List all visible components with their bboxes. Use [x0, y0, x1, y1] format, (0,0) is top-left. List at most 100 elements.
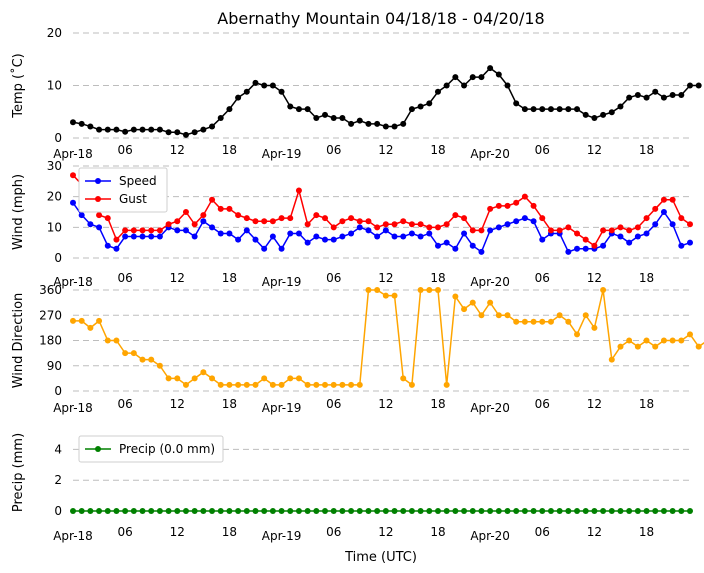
temp-data-point — [322, 111, 329, 118]
precip-data-point — [269, 508, 276, 514]
wind-xtick-label: Apr-20 — [470, 275, 510, 289]
temp-data-point — [330, 115, 337, 122]
wind-data-point — [591, 242, 598, 249]
wind-data-point — [209, 196, 216, 203]
wind-data-point — [96, 224, 103, 231]
dir-data-point — [217, 381, 224, 388]
dir-data-point — [434, 287, 441, 293]
wind-data-point — [452, 212, 459, 219]
temp-xtick-label: Apr-20 — [470, 147, 510, 161]
dir-data-point — [530, 318, 537, 325]
precip-data-point — [304, 508, 311, 514]
temp-xtick-label: 06 — [118, 143, 133, 157]
dir-data-point — [660, 337, 667, 344]
dir-data-point — [70, 317, 76, 324]
wind-data-point — [217, 205, 224, 212]
wind-data-point — [660, 196, 667, 203]
precip-data-point — [339, 508, 346, 514]
precip-panel: 0 2 4 Precip (mm) Apr-18 06 12 18 Apr-19 06 12 18 Ap… — [11, 433, 693, 543]
temp-data-point — [191, 129, 198, 136]
wind-data-point — [582, 245, 589, 252]
dir-data-point — [582, 312, 589, 319]
wind-data-point — [530, 218, 537, 225]
temp-data-point — [348, 120, 355, 127]
temp-data-point — [478, 74, 485, 81]
dir-data-point — [295, 375, 302, 382]
wind-data-point — [356, 218, 363, 225]
wind-xtick-label: 18 — [639, 271, 654, 285]
temp-data-point — [521, 106, 528, 113]
dir-data-point — [96, 317, 103, 324]
dir-xtick-label: Apr-20 — [470, 401, 510, 415]
dir-data-point — [243, 381, 250, 388]
wind-data-point — [226, 205, 233, 212]
precip-data-point — [226, 508, 233, 514]
precip-ytick-label: 2 — [54, 473, 62, 487]
dir-data-point — [678, 337, 685, 344]
wind-data-point — [582, 236, 589, 243]
temp-data-point — [600, 111, 607, 118]
wind-xtick-label: 12 — [170, 271, 185, 285]
wind-data-point — [678, 242, 685, 249]
temp-data-point — [434, 88, 441, 95]
precip-data-point — [513, 508, 520, 514]
wind-xtick-label: 12 — [378, 271, 393, 285]
dir-data-point — [130, 350, 137, 357]
dir-data-point — [313, 381, 320, 388]
wind-data-point — [113, 236, 120, 243]
dir-data-point — [287, 375, 294, 382]
wind-data-point — [278, 245, 285, 252]
wind-data-point — [191, 221, 198, 228]
dir-data-point — [200, 369, 207, 376]
wind-data-point — [348, 215, 355, 222]
precip-data-point — [669, 508, 676, 514]
temp-data-point — [556, 106, 563, 113]
temp-data-point — [443, 82, 450, 89]
dir-data-point — [104, 337, 111, 344]
temp-data-point — [417, 103, 424, 110]
wind-data-point — [408, 230, 415, 237]
precip-data-point — [235, 508, 242, 514]
precip-data-point — [591, 508, 598, 514]
wind-data-point — [643, 230, 650, 237]
temp-data-point — [87, 123, 94, 130]
wind-xtick-label: 18 — [222, 271, 237, 285]
wind-data-point — [356, 224, 363, 231]
precip-data-point — [426, 508, 433, 514]
wind-legend-label: Gust — [119, 192, 147, 206]
temp-y-axis-label: Temp (˚C) — [10, 53, 26, 119]
precip-data-point — [382, 508, 389, 514]
dir-data-point — [513, 318, 520, 325]
wind-data-point — [348, 230, 355, 237]
wind-data-point — [617, 224, 624, 231]
wind-data-point — [217, 230, 224, 237]
dir-data-point — [391, 292, 398, 299]
precip-data-point — [574, 508, 581, 514]
wind-data-point — [191, 233, 198, 240]
temp-xtick-label: Apr-19 — [262, 147, 302, 161]
wind-ytick-label: 20 — [47, 190, 62, 204]
wind-direction-panel: 0 90 180 270 360 Wind Direction Apr-18 06 12 18 Ap… — [11, 283, 704, 415]
precip-data-point — [687, 508, 693, 514]
wind-data-point — [669, 221, 676, 228]
precip-data-point — [600, 508, 607, 514]
dir-data-point — [261, 375, 268, 382]
wind-data-point — [330, 236, 337, 243]
temp-data-point — [408, 106, 415, 113]
wind-data-point — [626, 227, 633, 234]
precip-data-point — [565, 508, 572, 514]
precip-data-point — [374, 508, 381, 514]
temp-xtick-label: 06 — [535, 143, 550, 157]
temp-data-point — [209, 123, 216, 130]
temp-data-point — [626, 94, 633, 101]
wind-data-point — [434, 242, 441, 249]
wind-data-point — [426, 224, 433, 231]
temp-data-point — [591, 115, 598, 122]
wind-legend-box — [78, 167, 168, 213]
temp-data-point — [513, 100, 520, 107]
wind-data-point — [565, 248, 572, 255]
precip-data-point — [634, 508, 641, 514]
wind-data-point — [148, 227, 155, 234]
precip-data-point — [217, 508, 224, 514]
dir-xtick-label: 12 — [170, 397, 185, 411]
